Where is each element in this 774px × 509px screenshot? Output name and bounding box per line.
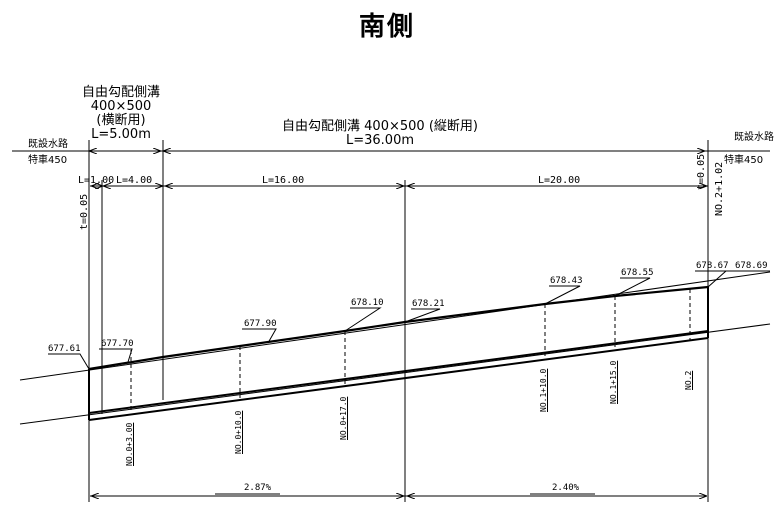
- longitudinal-ditch-name: 自由勾配側溝 400×500 (縦断用): [282, 119, 478, 134]
- station-label: NO.1+10.0: [539, 368, 548, 412]
- station-label: NO.0+17.0: [339, 396, 348, 440]
- segment-1-length: L=1.00: [78, 175, 115, 186]
- elevation-label: 677.90: [244, 319, 277, 329]
- station-label: NO.1+15.0: [609, 360, 618, 404]
- right-thickness: t=0.05: [696, 153, 707, 190]
- right-existing-channel: 既設水路: [734, 132, 774, 143]
- transverse-ditch-size: 400×500: [90, 99, 152, 114]
- grade-left: 2.87%: [244, 483, 272, 493]
- elevation-label: 678.55: [621, 268, 654, 278]
- grade-right: 2.40%: [552, 483, 580, 493]
- elevation-label: 678.21: [412, 299, 445, 309]
- elevation-label: 678.10: [351, 298, 384, 308]
- station-label: NO.0+3.00: [125, 422, 134, 466]
- page-title: 南側: [358, 12, 415, 42]
- segment-2-length: L=4.00: [116, 175, 153, 186]
- transverse-ditch-length: L=5.00m: [91, 127, 151, 142]
- station-top-label: NO.2+1.02: [714, 161, 725, 216]
- elevation-label: 677.61: [48, 344, 81, 354]
- station-label: NO.0+10.0: [234, 410, 243, 454]
- left-existing-channel: 既設水路: [28, 139, 68, 150]
- elevation-label: 678.69: [735, 261, 768, 271]
- transverse-ditch-name: 自由勾配側溝: [81, 85, 160, 100]
- segment-4-length: L=20.00: [538, 175, 581, 186]
- longitudinal-ditch-length: L=36.00m: [345, 133, 414, 148]
- left-existing-spec: 特車450: [28, 155, 68, 166]
- station-label: NO.2: [684, 370, 693, 390]
- left-thickness: t=0.05: [79, 193, 90, 230]
- elevation-label: 678.67: [696, 261, 729, 271]
- transverse-ditch-type: (横断用): [96, 113, 146, 128]
- elevation-label: 678.43: [550, 276, 583, 286]
- elevation-label: 677.70: [101, 339, 134, 349]
- existing-ground-lower: [19, 323, 771, 425]
- segment-3-length: L=16.00: [262, 175, 305, 186]
- existing-ground-upper: [19, 271, 771, 381]
- ditch-bottom-1: [88, 330, 709, 414]
- ditch-top-edge: [88, 285, 709, 371]
- ditch-bottom-2: [88, 337, 709, 421]
- right-existing-spec: 特車450: [724, 155, 764, 166]
